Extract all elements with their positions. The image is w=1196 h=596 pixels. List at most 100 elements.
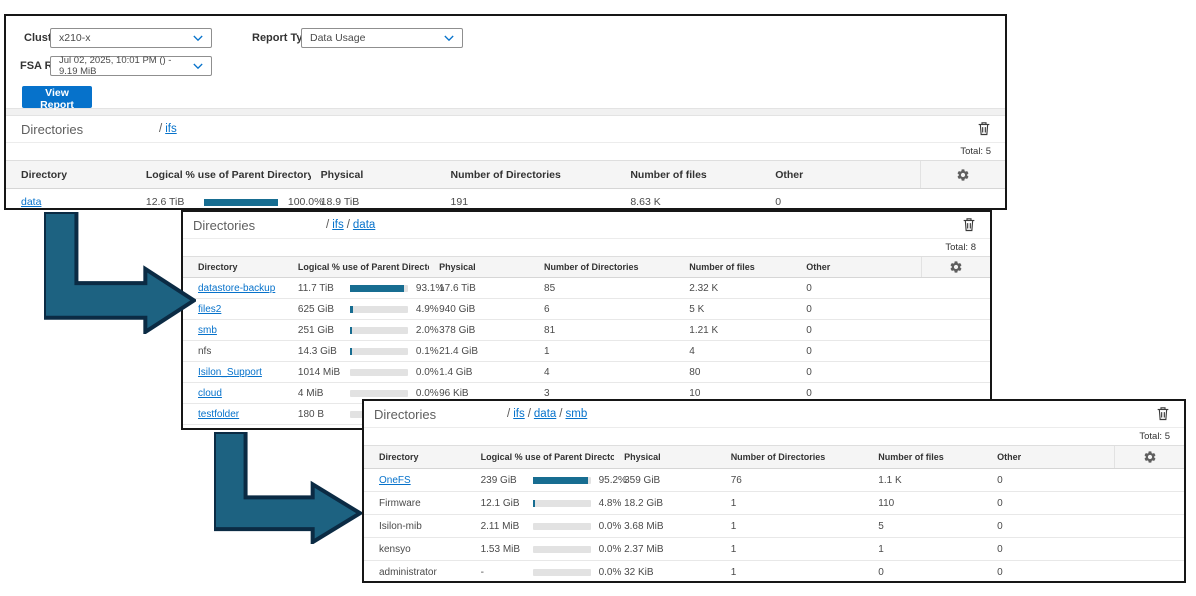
- physical-size: 21.4 GiB: [439, 345, 479, 357]
- usage-bar: [532, 568, 591, 576]
- report-type-select[interactable]: Data Usage: [301, 28, 463, 48]
- flow-arrow-2: [214, 432, 362, 544]
- directory-table-ifs: Directory Logical % use of Parent Directo…: [6, 160, 1005, 208]
- table-row: nfs 14.3 GiB 0.1% 21.4 GiB 1 4 0: [183, 341, 990, 362]
- usage-bar-fill: [349, 284, 404, 292]
- other-count: 0: [775, 196, 782, 208]
- other-count: 0: [806, 324, 812, 336]
- num-files: 1.1 K: [878, 474, 902, 486]
- logical-size-value: -: [480, 566, 484, 578]
- directory-link[interactable]: cloud: [198, 387, 222, 399]
- breadcrumb-link-smb[interactable]: smb: [565, 408, 588, 420]
- other-count: 0: [997, 566, 1003, 578]
- directory-link[interactable]: data: [21, 196, 42, 208]
- trash-icon[interactable]: [976, 120, 993, 138]
- directory-link[interactable]: Isilon_Support: [198, 366, 262, 378]
- breadcrumb: / ifs / data: [323, 219, 375, 231]
- num-files: 4: [689, 345, 695, 357]
- column-settings-gear-icon: [1144, 451, 1156, 463]
- flow-arrow-1: [44, 212, 196, 334]
- breadcrumb: / ifs: [156, 123, 177, 135]
- usage-bar: [349, 389, 408, 397]
- column-header: Directory: [379, 452, 419, 462]
- column-settings-button[interactable]: [921, 257, 990, 277]
- usage-percent: 0.0%: [415, 387, 439, 399]
- breadcrumb-link-ifs[interactable]: ifs: [513, 408, 525, 420]
- directory-link[interactable]: datastore-backup: [198, 282, 276, 294]
- physical-size: 3.68 MiB: [624, 520, 664, 532]
- num-directories: 1: [730, 543, 737, 555]
- usage-percent: 0.0%: [598, 566, 622, 578]
- row-actions-cell: [1114, 515, 1184, 537]
- directory-link[interactable]: testfolder: [198, 408, 240, 420]
- column-settings-button[interactable]: [920, 161, 1005, 188]
- num-files: 1: [878, 543, 884, 555]
- row-actions-cell: [921, 278, 990, 298]
- directory-link[interactable]: files: [198, 430, 216, 431]
- breadcrumb-link-data[interactable]: data: [352, 219, 376, 231]
- table-row: OneFS 239 GiB 95.2% 359 GiB 76 1.1 K 0: [364, 469, 1184, 492]
- usage-bar-fill: [532, 476, 588, 484]
- breadcrumb-link-data[interactable]: data: [533, 408, 557, 420]
- table-row: files2 625 GiB 4.9% 940 GiB 6 5 K 0: [183, 299, 990, 320]
- num-directories: 191: [450, 196, 469, 208]
- breadcrumb-separator: /: [507, 408, 511, 420]
- logical-size-value: 11.7 TiB: [297, 282, 334, 294]
- logical-size-value: 251 GiB: [297, 324, 335, 336]
- other-count: 0: [806, 303, 812, 315]
- panel-ifs: Cluster: * x210-x Report Type: * Data Us…: [4, 14, 1007, 210]
- column-header: Number of Directories: [450, 168, 561, 181]
- usage-percent: 95.2%: [598, 474, 627, 486]
- usage-percent: 0.1%: [415, 345, 439, 357]
- column-header: Number of files: [630, 168, 707, 181]
- usage-percent: 4.8%: [598, 497, 622, 509]
- other-count: 0: [806, 366, 812, 378]
- row-actions-cell: [1114, 492, 1184, 514]
- usage-bar: [203, 198, 278, 206]
- breadcrumb-link-ifs[interactable]: ifs: [332, 219, 344, 231]
- table-header-row: Directory Logical % use of Parent Directo…: [364, 445, 1184, 469]
- logical-size-value: 4 MiB: [297, 387, 324, 399]
- row-actions-cell: [921, 299, 990, 319]
- usage-bar-fill: [349, 305, 353, 313]
- table-row: smb 251 GiB 2.0% 378 GiB 81 1.21 K 0: [183, 320, 990, 341]
- cluster-select[interactable]: x210-x: [50, 28, 212, 48]
- table-row: data 12.6 TiB 100.0% 18.9 TiB 191 8.63 K 0: [6, 189, 1005, 208]
- total-count: Total: 5: [960, 146, 991, 157]
- view-report-button[interactable]: View Report: [22, 86, 92, 111]
- breadcrumb-separator: /: [326, 219, 330, 231]
- directory-link[interactable]: files2: [198, 303, 222, 315]
- num-files: 110: [878, 497, 895, 509]
- num-files: 10: [689, 387, 701, 399]
- other-count: 0: [997, 474, 1003, 486]
- column-header: Directory: [198, 262, 238, 272]
- panel-ifs-data: Directories / ifs / data Total: 8 Directory…: [181, 210, 992, 430]
- other-count: 0: [806, 282, 812, 294]
- column-settings-button[interactable]: [1114, 446, 1184, 468]
- trash-icon[interactable]: [961, 216, 978, 234]
- directory-link[interactable]: OneFS: [379, 474, 411, 486]
- breadcrumb-separator: /: [527, 408, 531, 420]
- breadcrumb-link-ifs[interactable]: ifs: [165, 123, 177, 135]
- usage-bar: [532, 499, 591, 507]
- trash-icon[interactable]: [1155, 405, 1172, 423]
- column-header: Physical: [439, 262, 476, 272]
- num-directories: 6: [544, 303, 550, 315]
- logical-size-value: 239 GiB: [480, 474, 517, 486]
- fsa-report-select[interactable]: Jul 02, 2025, 10:01 PM () - 9.19 MiB: [50, 55, 212, 77]
- breadcrumb-separator: /: [159, 123, 163, 135]
- column-header: Logical % use of Parent Directory: [480, 452, 615, 462]
- usage-percent: 4.9%: [415, 303, 439, 315]
- table-row: datastore-backup 11.7 TiB 93.1% 17.6 TiB 85 2…: [183, 278, 990, 299]
- directory-link[interactable]: smb: [198, 324, 217, 336]
- usage-percent: 0.0%: [598, 543, 622, 555]
- directories-toolbar-3: Directories / ifs / data / smb: [364, 401, 1184, 428]
- num-files: 1.21 K: [689, 324, 719, 336]
- other-count: 0: [997, 497, 1003, 509]
- panel-ifs-data-smb: Directories / ifs / data / smb Total: 5 Direc…: [362, 399, 1186, 583]
- breadcrumb-separator: /: [559, 408, 563, 420]
- usage-bar: [349, 326, 408, 334]
- other-count: 0: [806, 345, 812, 357]
- table-row: Firmware 12.1 GiB 4.8% 18.2 GiB 1 110 0: [364, 492, 1184, 515]
- num-files: 0: [878, 566, 884, 578]
